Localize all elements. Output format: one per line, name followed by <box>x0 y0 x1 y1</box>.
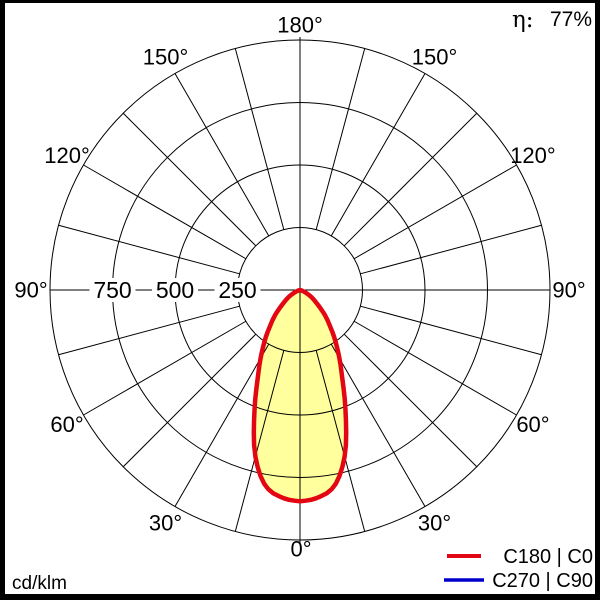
radial-label-box-750 <box>89 278 136 302</box>
grid-spoke-345 <box>234 350 285 532</box>
angle-label-60: 60° <box>50 412 83 437</box>
grid-spoke-165 <box>315 48 366 230</box>
legend-label-c270-c90: C270 | C90 <box>492 570 593 592</box>
angle-label-30: 30° <box>418 510 451 535</box>
grid-spoke-330 <box>174 343 270 507</box>
angle-label-150: 150° <box>412 45 458 70</box>
grid-spoke-210 <box>174 73 270 237</box>
radial-label-box-250 <box>214 278 261 302</box>
grid-spoke-300 <box>83 320 247 416</box>
grid-spoke-195 <box>234 48 285 230</box>
curve-c180-c0 <box>251 287 349 504</box>
grid-spoke-60 <box>353 320 517 416</box>
legend-label-c180-c0: C180 | C0 <box>503 546 593 568</box>
radial-label-250: 250 <box>218 277 256 303</box>
polar-plot: 750 500 250 0° 30° 30° 60° 60° 90° 90° 120° 120° 150… <box>14 13 585 562</box>
grid-spoke-240 <box>83 164 247 260</box>
grid-spoke-105 <box>360 224 542 275</box>
angle-label-30: 30° <box>149 510 182 535</box>
angle-label-0: 0° <box>290 537 311 562</box>
radial-label-box-500 <box>152 278 198 302</box>
grid-spoke-45 <box>343 333 478 468</box>
grid-spoke-255 <box>58 224 240 275</box>
grid-spoke-30 <box>330 343 426 507</box>
radial-label-500: 500 <box>156 277 194 303</box>
legend: C180 | C0 C270 | C90 <box>444 546 593 592</box>
grid-spoke-15 <box>315 350 366 532</box>
angle-label-120: 120° <box>510 143 556 168</box>
angle-label-120: 120° <box>44 143 90 168</box>
grid-spoke-285 <box>58 305 240 356</box>
angle-label-90: 90° <box>552 278 585 303</box>
grid-spoke-120 <box>353 164 517 260</box>
angle-label-180: 180° <box>277 13 323 38</box>
grid-spoke-150 <box>330 73 426 237</box>
efficiency-value: 77% <box>550 8 592 31</box>
unit-label: cd/klm <box>12 573 67 594</box>
grid-spoke-75 <box>360 305 542 356</box>
grid-spoke-225 <box>122 112 257 247</box>
efficiency-label: η: <box>512 7 534 33</box>
angle-label-60: 60° <box>516 412 549 437</box>
angle-label-90: 90° <box>14 278 47 303</box>
angle-label-150: 150° <box>143 45 189 70</box>
radial-label-750: 750 <box>93 277 131 303</box>
grid-spoke-315 <box>122 333 257 468</box>
grid-spoke-135 <box>343 112 478 247</box>
